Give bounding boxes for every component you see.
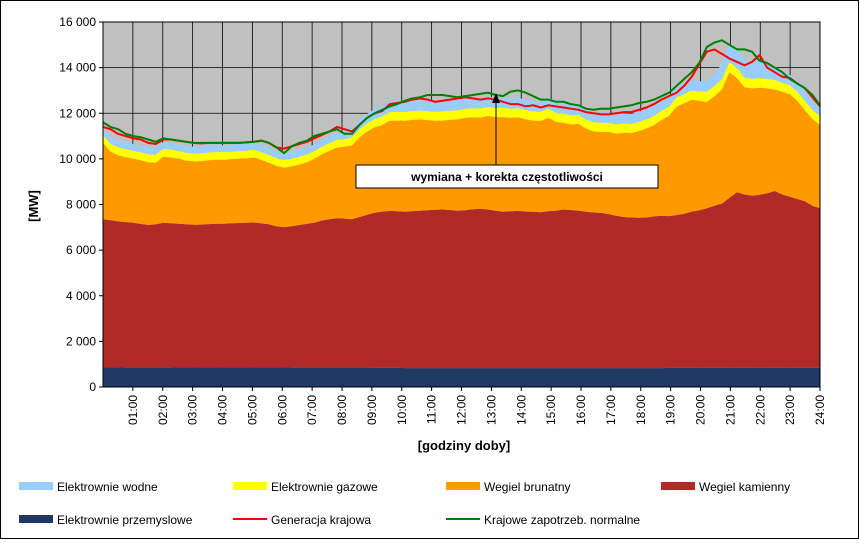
- legend-swatch: [446, 482, 480, 490]
- legend: Elektrownie wodne Elektrownie gazowe Wegie…: [19, 480, 790, 527]
- legend-label: Generacja krajowa: [271, 513, 371, 527]
- x-tick-label: 14:00: [514, 395, 528, 425]
- line-krajowe-zapotrzeb-normalne: [102, 39, 821, 155]
- x-axis-label: [godziny doby]: [418, 438, 510, 453]
- x-tick-label: 04:00: [216, 395, 230, 425]
- legend-label: Elektrownie gazowe: [271, 480, 378, 494]
- legend-label: Elektrownie wodne: [57, 480, 158, 494]
- annotation-text: wymiana + korekta częstotliwości: [410, 170, 603, 184]
- y-tick-label: 16 000: [59, 15, 96, 29]
- y-axis-label: [MW]: [26, 190, 41, 222]
- axes: 0 2 000 4 000 6 000 8 000 10 000 12 000 14 000 1…: [59, 15, 827, 425]
- legend-label: Wegiel brunatny: [484, 480, 571, 494]
- x-tick-label: 13:00: [484, 395, 498, 425]
- x-tick-label: 19:00: [664, 395, 678, 425]
- x-tick-label: 16:00: [574, 395, 588, 425]
- x-tick-label: 06:00: [275, 395, 289, 425]
- area-elektrownie-wodne: [103, 45, 820, 160]
- x-tick-label: 22:00: [753, 395, 767, 425]
- legend-swatch: [19, 482, 53, 490]
- x-tick-label: 20:00: [694, 395, 708, 425]
- lines: [102, 39, 821, 155]
- annotation-arrow-head: [492, 93, 500, 103]
- area-elektrownie-przemyslowe: [103, 367, 820, 387]
- x-tick-label: 23:00: [783, 395, 797, 425]
- x-tick-label: 12:00: [455, 395, 469, 425]
- legend-label: Wegiel kamienny: [699, 480, 790, 494]
- x-tick-label: 15:00: [544, 395, 558, 425]
- x-tick-label: 08:00: [335, 395, 349, 425]
- annotation-box: [355, 164, 659, 189]
- x-tick-label: 17:00: [604, 395, 618, 425]
- x-tick-label: 18:00: [634, 395, 648, 425]
- y-tick-label: 12 000: [59, 106, 96, 120]
- x-tick-label: 07:00: [305, 395, 319, 425]
- x-tick-label: 09:00: [365, 395, 379, 425]
- y-tick-label: 2 000: [66, 334, 96, 348]
- legend-swatch: [661, 482, 695, 490]
- x-tick-label: 05:00: [245, 395, 259, 425]
- area-wegiel-kamienny: [103, 191, 820, 369]
- legend-label: Elektrownie przemyslowe: [57, 513, 193, 527]
- y-tick-label: 0: [89, 380, 96, 394]
- x-tick-label: 21:00: [723, 395, 737, 425]
- legend-swatch: [233, 482, 267, 490]
- x-tick-label: 10:00: [395, 395, 409, 425]
- y-tick-label: 8 000: [66, 198, 96, 212]
- x-tick-label: 03:00: [186, 395, 200, 425]
- y-tick-label: 14 000: [59, 61, 96, 75]
- area-elektrownie-gazowe: [103, 62, 820, 168]
- x-tick-label: 01:00: [126, 395, 140, 425]
- x-tick-label: 02:00: [156, 395, 170, 425]
- x-tick-label: 11:00: [425, 395, 439, 424]
- y-tick-label: 4 000: [66, 289, 96, 303]
- y-tick-label: 6 000: [66, 243, 96, 257]
- y-tick-label: 10 000: [59, 152, 96, 166]
- x-tick-label: 24:00: [813, 395, 827, 425]
- legend-swatch: [19, 515, 53, 523]
- annotation: wymiana + korekta częstotliwości: [355, 93, 659, 189]
- legend-label: Krajowe zapotrzeb. normalne: [484, 513, 640, 527]
